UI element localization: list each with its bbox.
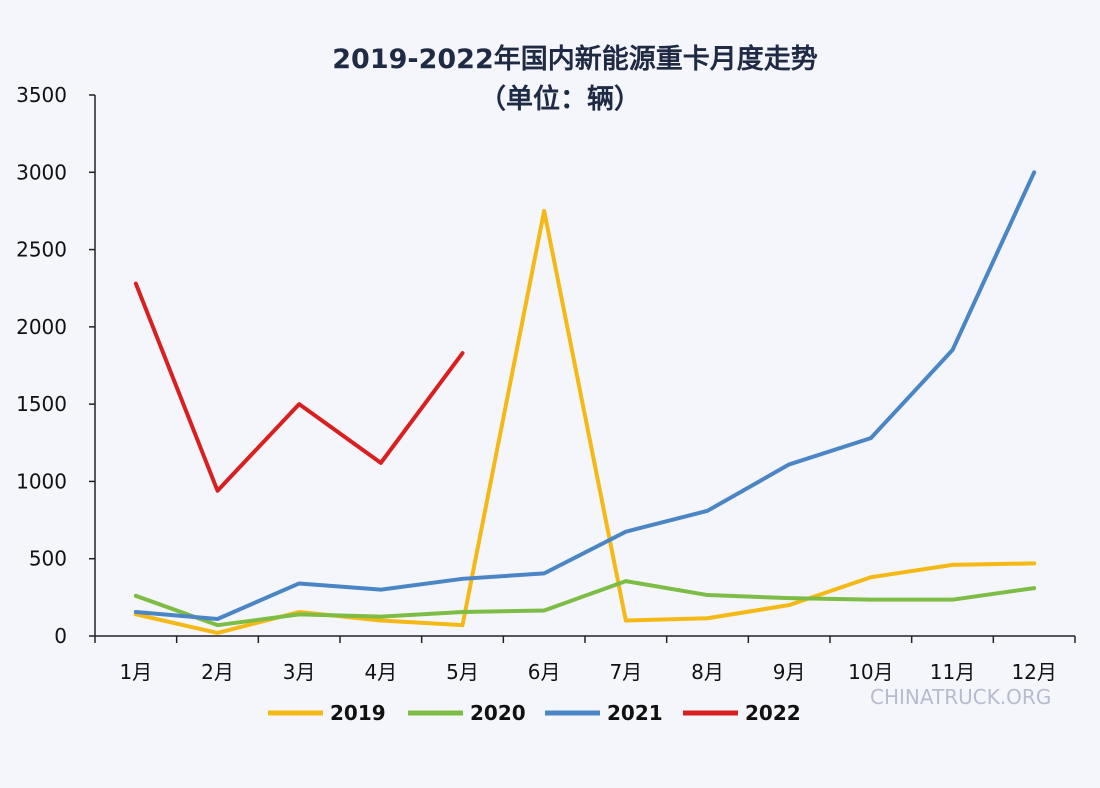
x-tick-label: 1月 [119, 660, 152, 684]
y-tick-label: 1000 [16, 469, 67, 493]
y-tick-label: 2000 [16, 315, 67, 339]
chart-subtitle: （单位：辆） [479, 83, 641, 115]
x-tick-label: 8月 [691, 660, 724, 684]
x-tick-label: 11月 [930, 660, 975, 684]
x-tick-label: 12月 [1011, 660, 1056, 684]
y-tick-label: 0 [54, 624, 67, 648]
series-line-2020 [133, 579, 1037, 628]
legend-label-2019: 2019 [330, 701, 386, 725]
y-tick-label: 3000 [16, 160, 67, 184]
legend-label-2020: 2020 [470, 701, 526, 725]
watermark-sub: CHINATRUCK.ORG [870, 685, 1051, 709]
legend-label-2021: 2021 [607, 701, 663, 725]
x-tick-label: 6月 [528, 660, 561, 684]
y-tick-label: 500 [29, 547, 67, 571]
y-tick-label: 3500 [16, 83, 67, 107]
series-line-2019 [133, 208, 1037, 635]
chart-title: 2019-2022年国内新能源重卡月度走势 [332, 43, 818, 75]
x-tick-label: 3月 [283, 660, 316, 684]
series-line-2022 [133, 281, 465, 493]
series-line-2021 [133, 170, 1037, 621]
x-tick-label: 5月 [446, 660, 479, 684]
y-tick-label: 2500 [16, 238, 67, 262]
watermark: CHINATRUCK.ORG [870, 685, 1051, 709]
x-tick-label: 4月 [364, 660, 397, 684]
x-tick-label: 7月 [609, 660, 642, 684]
x-tick-label: 9月 [773, 660, 806, 684]
legend-label-2022: 2022 [745, 701, 801, 725]
x-tick-label: 2月 [201, 660, 234, 684]
y-tick-label: 1500 [16, 392, 67, 416]
x-tick-label: 10月 [848, 660, 893, 684]
